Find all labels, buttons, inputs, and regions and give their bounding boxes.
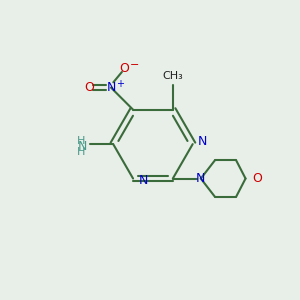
Text: H: H — [77, 136, 85, 146]
Text: N: N — [196, 172, 206, 185]
Text: +: + — [116, 79, 124, 89]
Text: O: O — [252, 172, 262, 185]
Text: N: N — [138, 173, 148, 187]
Text: N: N — [77, 140, 87, 153]
Text: CH₃: CH₃ — [162, 71, 183, 81]
Text: O: O — [119, 62, 129, 75]
Text: −: − — [130, 60, 139, 70]
Text: O: O — [84, 81, 94, 94]
Text: N: N — [198, 135, 207, 148]
Text: H: H — [77, 147, 85, 158]
Text: N: N — [106, 81, 116, 94]
